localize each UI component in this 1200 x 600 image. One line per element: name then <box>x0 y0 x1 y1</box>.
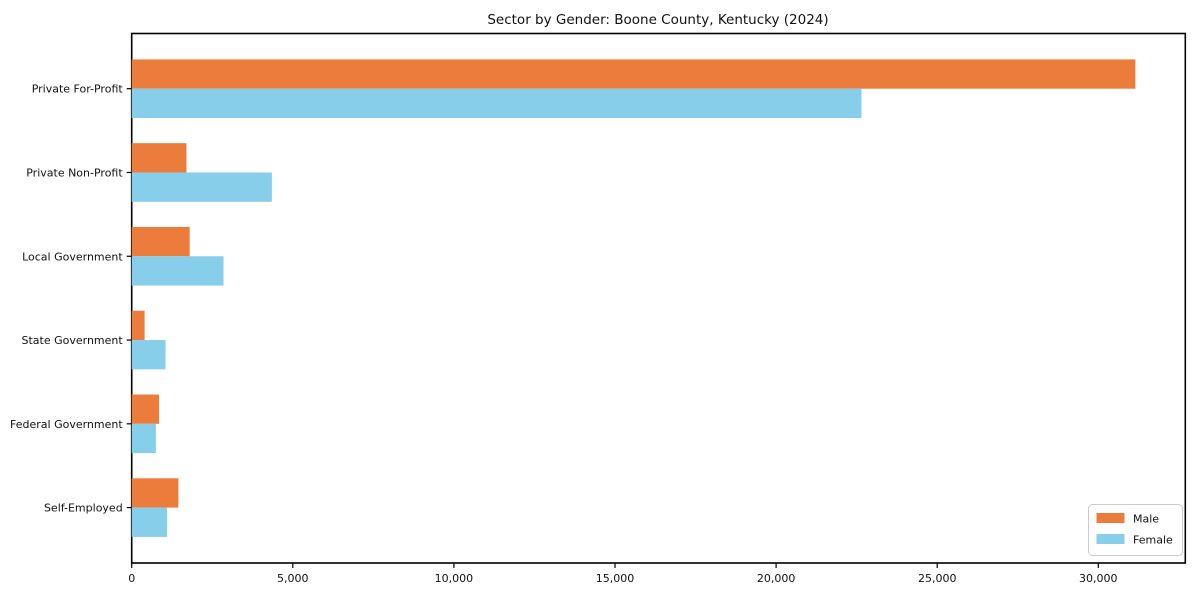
x-tick-label: 15,000 <box>596 572 635 585</box>
chart-title: Sector by Gender: Boone County, Kentucky… <box>487 12 828 28</box>
x-tick-label: 5,000 <box>277 572 309 585</box>
legend: Male Female <box>1088 504 1183 556</box>
bar-female-4 <box>131 423 156 454</box>
legend-label-female: Female <box>1133 534 1173 547</box>
bar-male-4 <box>131 394 160 424</box>
axis-layer: Private For-Profit Private Non-Profit Loca… <box>10 83 1118 585</box>
bar-female-2 <box>131 256 224 286</box>
x-tick-label: 0 <box>128 572 135 585</box>
plot-border <box>130 32 1187 564</box>
y-tick-label: Private Non-Profit <box>26 166 123 179</box>
bar-male-1 <box>131 143 187 173</box>
legend-swatch-female <box>1096 534 1125 544</box>
x-tick-label: 25,000 <box>918 572 957 585</box>
x-tick-label: 20,000 <box>757 572 796 585</box>
y-tick-label: Private For-Profit <box>32 83 124 96</box>
bar-female-5 <box>131 507 168 537</box>
bar-male-0 <box>131 59 1136 89</box>
legend-label-male: Male <box>1133 513 1159 526</box>
x-tick-label: 10,000 <box>435 572 474 585</box>
bar-male-2 <box>131 226 190 257</box>
bar-female-0 <box>131 88 862 118</box>
x-tick-label: 30,000 <box>1079 572 1118 585</box>
legend-swatch-male <box>1096 513 1125 523</box>
bar-male-5 <box>131 478 179 508</box>
y-tick-label: Self-Employed <box>44 502 123 515</box>
bar-male-3 <box>131 310 145 341</box>
bars-layer <box>131 59 1136 537</box>
y-tick-label: State Government <box>21 334 123 347</box>
y-tick-label: Federal Government <box>10 418 123 431</box>
bar-female-3 <box>131 340 166 370</box>
y-tick-label: Local Government <box>22 250 123 263</box>
bar-female-1 <box>131 172 272 202</box>
